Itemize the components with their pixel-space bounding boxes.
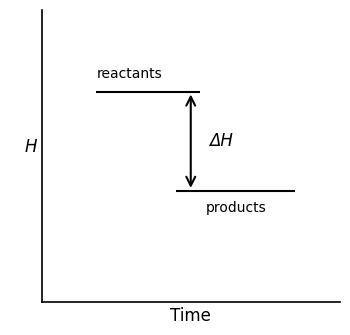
Text: reactants: reactants bbox=[97, 67, 163, 81]
Text: ΔH: ΔH bbox=[209, 132, 232, 150]
Y-axis label: H: H bbox=[25, 138, 37, 156]
Text: products: products bbox=[206, 201, 266, 215]
X-axis label: Time: Time bbox=[170, 307, 211, 325]
